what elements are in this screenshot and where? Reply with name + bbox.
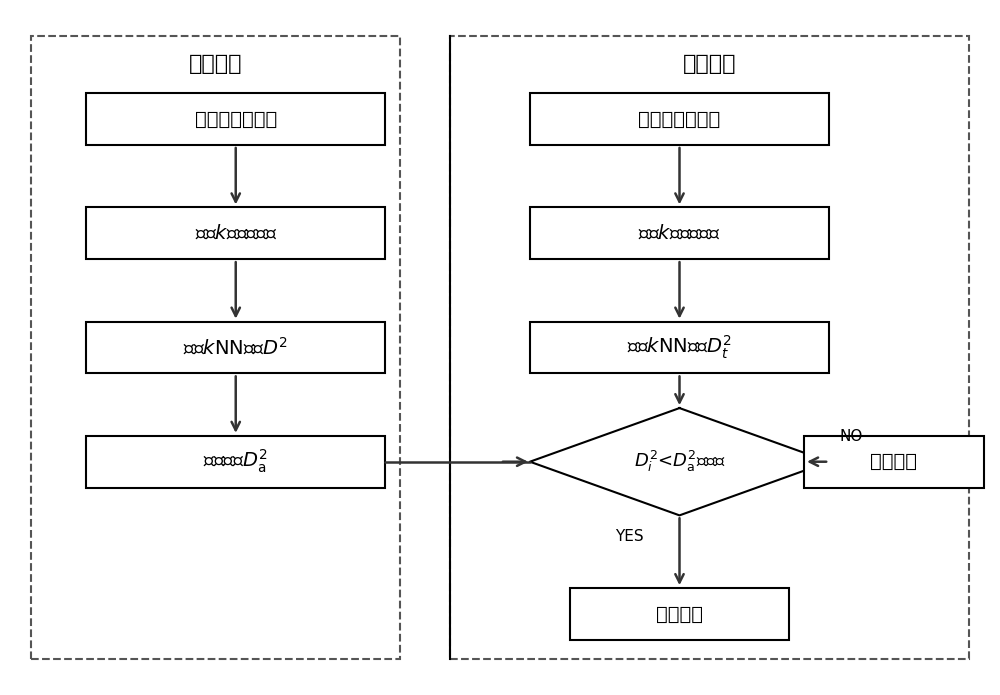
- FancyBboxPatch shape: [86, 207, 385, 259]
- Text: $D^2_i$<$D^2_{\mathrm{a}}$阈值？: $D^2_i$<$D^2_{\mathrm{a}}$阈值？: [634, 449, 725, 474]
- FancyBboxPatch shape: [530, 93, 829, 145]
- Text: YES: YES: [615, 529, 644, 544]
- FancyBboxPatch shape: [86, 93, 385, 145]
- Text: 离线过程: 离线过程: [189, 54, 243, 74]
- FancyBboxPatch shape: [86, 436, 385, 488]
- FancyBboxPatch shape: [530, 207, 829, 259]
- Text: 异常状态: 异常状态: [656, 605, 703, 623]
- Text: 对在线检测样本: 对在线检测样本: [638, 110, 721, 129]
- Text: 寻找$k$个近邻样本: 寻找$k$个近邻样本: [195, 224, 277, 243]
- FancyBboxPatch shape: [530, 322, 829, 373]
- Text: 计算$k$NN距离$D^2_t$: 计算$k$NN距离$D^2_t$: [627, 334, 732, 361]
- Text: 对每个训练样本: 对每个训练样本: [195, 110, 277, 129]
- Text: NO: NO: [839, 430, 862, 444]
- FancyBboxPatch shape: [804, 436, 984, 488]
- Text: 正常状态: 正常状态: [870, 452, 917, 471]
- Polygon shape: [530, 408, 829, 516]
- Text: 在线过程: 在线过程: [683, 54, 736, 74]
- FancyBboxPatch shape: [86, 322, 385, 373]
- Text: 计算$k$NN距离$D^2$: 计算$k$NN距离$D^2$: [183, 336, 288, 359]
- Text: 寻找$k$个近邻样本: 寻找$k$个近邻样本: [638, 224, 721, 243]
- Text: 确定阈值$D^2_{\mathrm{a}}$: 确定阈值$D^2_{\mathrm{a}}$: [203, 448, 268, 475]
- FancyBboxPatch shape: [570, 588, 789, 640]
